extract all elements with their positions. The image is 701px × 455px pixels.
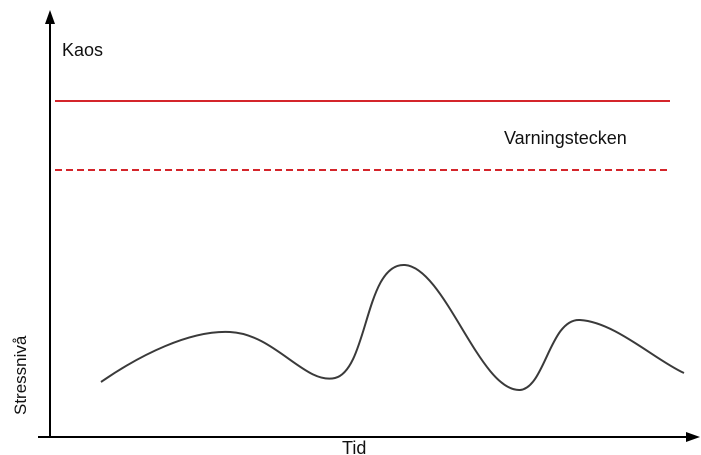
warning-label: Varningstecken xyxy=(504,128,627,148)
stress-curve xyxy=(100,263,685,392)
y-axis-arrow-icon xyxy=(45,10,55,24)
chaos-label: Kaos xyxy=(62,40,103,60)
x-axis-arrow-icon xyxy=(686,432,700,442)
y-axis-label: Stressnivå xyxy=(11,335,30,415)
x-axis-label: Tid xyxy=(342,438,366,455)
